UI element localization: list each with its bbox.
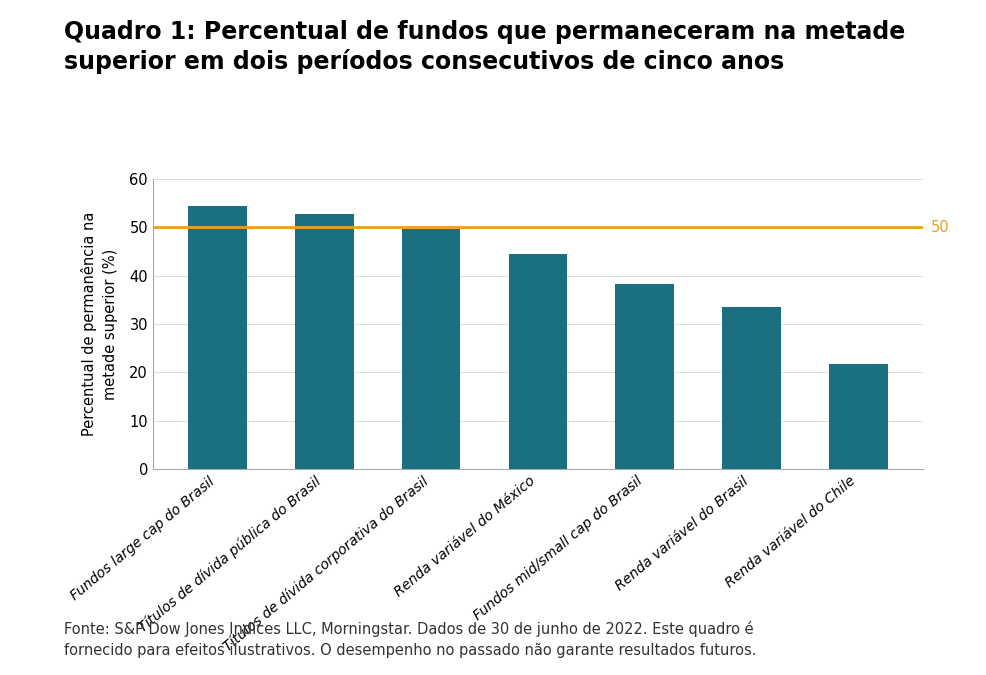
Bar	[722, 307, 780, 469]
Text: 50: 50	[930, 220, 949, 235]
Bar	[614, 284, 673, 469]
Bar	[401, 230, 460, 469]
Text: Fonte: S&P Dow Jones Indices LLC, Morningstar. Dados de 30 de junho de 2022. Est: Fonte: S&P Dow Jones Indices LLC, Mornin…	[64, 621, 756, 658]
Bar	[828, 364, 887, 469]
Bar	[187, 207, 246, 469]
Y-axis label: Percentual de permanência na
metade superior (%): Percentual de permanência na metade supe…	[81, 212, 118, 436]
Bar	[295, 214, 353, 469]
Bar	[508, 254, 567, 469]
Text: Quadro 1: Percentual de fundos que permaneceram na metade
superior em dois perío: Quadro 1: Percentual de fundos que perma…	[64, 20, 904, 74]
